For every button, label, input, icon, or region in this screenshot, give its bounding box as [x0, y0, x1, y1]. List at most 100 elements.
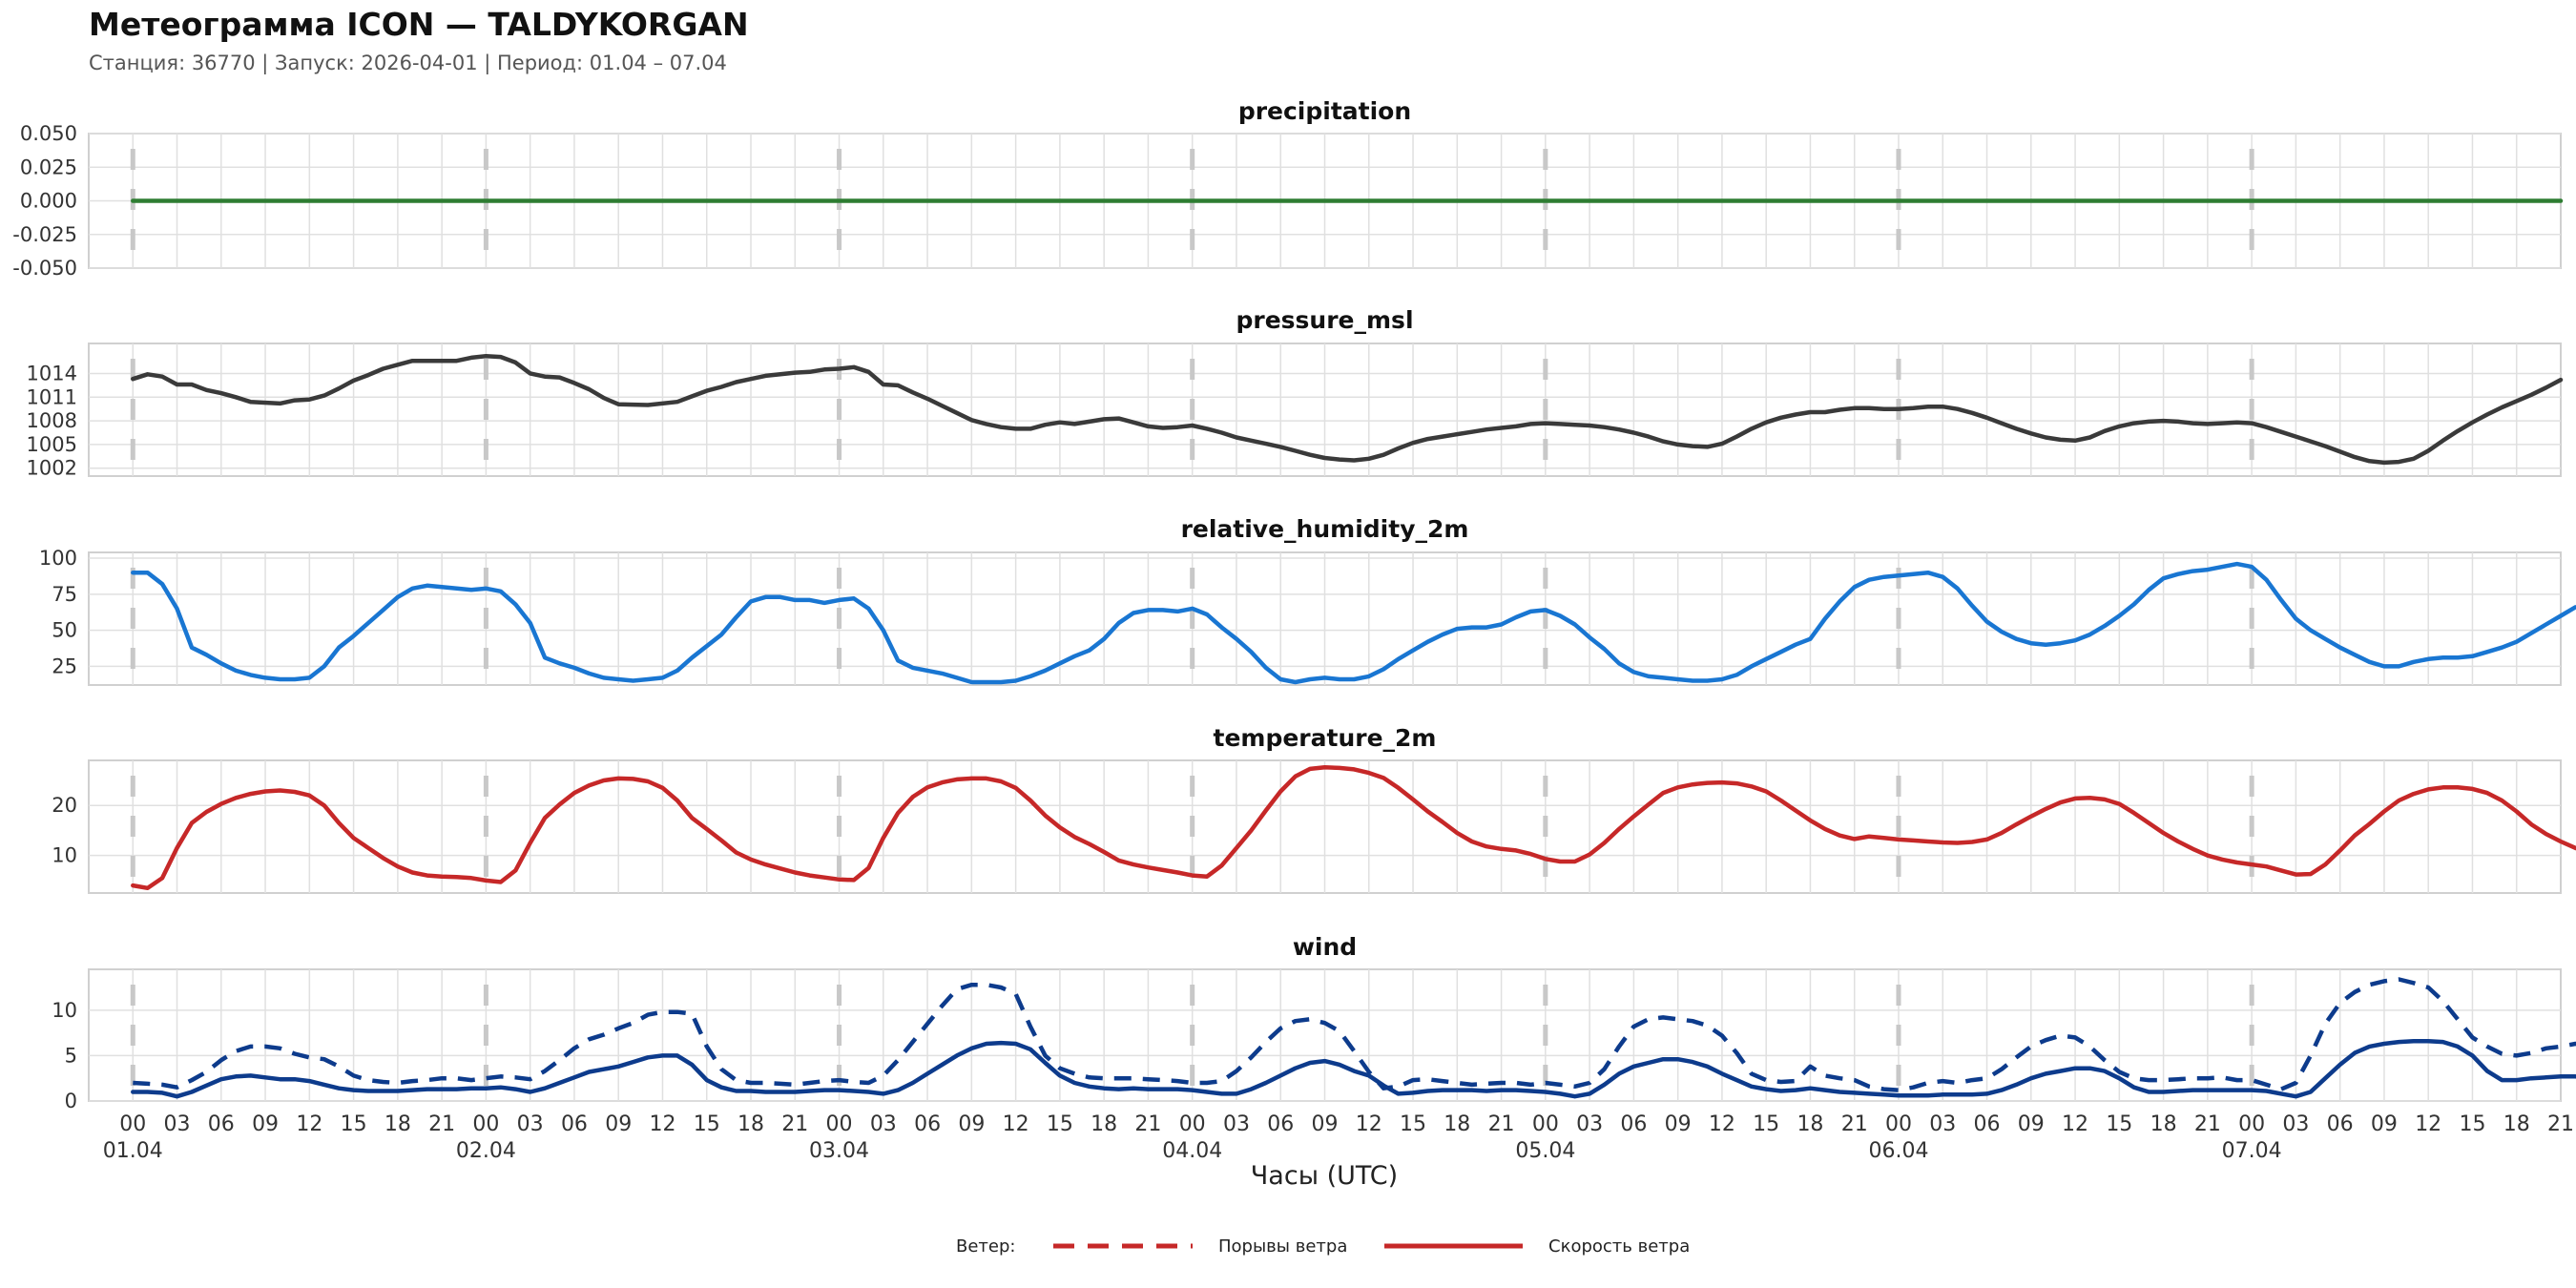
y-tick-label: 25 — [52, 654, 77, 677]
x-tick-date: 04.04 — [1162, 1139, 1222, 1163]
y-tick-label: -0.025 — [12, 223, 77, 246]
x-tick-hour: 15 — [1400, 1112, 1426, 1136]
x-tick-hour: 12 — [1356, 1112, 1382, 1136]
x-tick-hour: 15 — [1753, 1112, 1779, 1136]
x-tick-hour: 18 — [2150, 1112, 2177, 1136]
x-tick-hour: 03 — [1576, 1112, 1603, 1136]
y-tick-label: 0.050 — [20, 122, 77, 145]
x-tick-hour: 06 — [1267, 1112, 1294, 1136]
page-subtitle: Станция: 36770 | Запуск: 2026-04-01 | Пе… — [89, 52, 727, 74]
y-tick-label: -0.050 — [12, 257, 77, 280]
x-tick-hour: 21 — [781, 1112, 808, 1136]
series-line-humidity — [131, 561, 2576, 685]
x-tick-hour: 00 — [1179, 1112, 1206, 1136]
y-tick-label: 10 — [52, 999, 77, 1022]
panel-title: relative_humidity_2m — [1181, 515, 1469, 543]
x-tick-hour: 09 — [605, 1112, 632, 1136]
panel-title: precipitation — [1238, 97, 1411, 125]
y-tick-label: 1002 — [27, 457, 77, 480]
x-tick-hour: 03 — [1223, 1112, 1250, 1136]
x-tick-hour: 15 — [341, 1112, 367, 1136]
x-tick-hour: 12 — [649, 1112, 675, 1136]
x-tick-hour: 06 — [2327, 1112, 2354, 1136]
y-tick-label: 1008 — [27, 409, 77, 432]
panel-relative_humidity_2m: 100 75 50 25 relative_humidity_2m — [39, 515, 2576, 686]
x-tick-hour: 06 — [561, 1112, 588, 1136]
x-tick-hour: 03 — [1929, 1112, 1956, 1136]
panels-layer: 0.050 0.025 0.000 -0.025 -0.050 precipitation… — [12, 97, 2576, 1112]
x-tick-date: 02.04 — [456, 1139, 516, 1163]
x-tick-hour: 15 — [1047, 1112, 1073, 1136]
y-tick-label: 1014 — [27, 362, 77, 384]
x-tick-hour: 09 — [252, 1112, 279, 1136]
y-tick-label: 75 — [52, 583, 77, 606]
x-axis: 00 03 06 09 12 15 18 21 00 03 06 09 12 15 18 21 00 03 06 09… — [103, 1112, 2574, 1163]
x-tick-hour: 15 — [2459, 1112, 2485, 1136]
x-tick-hour: 00 — [2238, 1112, 2265, 1136]
x-tick-hour: 00 — [826, 1112, 853, 1136]
legend: Ветер: Порывы ветра Скорость ветра — [956, 1236, 1690, 1257]
x-tick-hour: 18 — [737, 1112, 764, 1136]
x-tick-hour: 21 — [1134, 1112, 1161, 1136]
y-tick-label: 20 — [52, 794, 77, 817]
x-tick-hour: 12 — [1003, 1112, 1029, 1136]
x-tick-hour: 09 — [958, 1112, 985, 1136]
x-tick-hour: 21 — [1488, 1112, 1515, 1136]
x-tick-hour: 09 — [1312, 1112, 1339, 1136]
x-tick-hour: 18 — [1091, 1112, 1117, 1136]
y-tick-label: 50 — [52, 619, 77, 642]
series-line-speed — [131, 1038, 2576, 1099]
panel-temperature_2m: 20 10 temperature_2m — [52, 724, 2576, 894]
panel-title: wind — [1293, 933, 1357, 961]
page-title: Метеограмма ICON — TALDYKORGAN — [89, 6, 749, 43]
legend-gust-label: Порывы ветра — [1218, 1236, 1347, 1257]
y-tick-label: 5 — [65, 1044, 77, 1067]
x-tick-hour: 18 — [1797, 1112, 1823, 1136]
x-tick-hour: 21 — [2547, 1112, 2574, 1136]
x-tick-hour: 03 — [870, 1112, 897, 1136]
legend-prefix: Ветер: — [956, 1236, 1015, 1257]
x-tick-hour: 09 — [2371, 1112, 2398, 1136]
x-tick-date: 06.04 — [1868, 1139, 1928, 1163]
panel-wind: 10 5 0 wind — [52, 933, 2576, 1112]
x-tick-hour: 00 — [1885, 1112, 1912, 1136]
x-tick-hour: 12 — [1709, 1112, 1735, 1136]
y-tick-label: 0.025 — [20, 156, 77, 178]
y-tick-label: 1011 — [27, 385, 77, 408]
y-tick-label: 1005 — [27, 433, 77, 456]
y-tick-label: 0.000 — [20, 190, 77, 213]
series-line-temperature — [131, 765, 2576, 891]
x-tick-hour: 00 — [472, 1112, 499, 1136]
series-line-pressure — [131, 353, 2564, 466]
x-tick-hour: 06 — [1620, 1112, 1647, 1136]
x-tick-date: 07.04 — [2222, 1139, 2282, 1163]
x-tick-hour: 09 — [2018, 1112, 2045, 1136]
x-tick-hour: 12 — [2062, 1112, 2088, 1136]
x-tick-hour: 00 — [1532, 1112, 1559, 1136]
legend-speed-label: Скорость ветра — [1548, 1236, 1690, 1257]
x-tick-date: 05.04 — [1515, 1139, 1575, 1163]
x-tick-hour: 15 — [694, 1112, 720, 1136]
x-tick-hour: 15 — [2106, 1112, 2132, 1136]
panel-title: temperature_2m — [1214, 724, 1437, 752]
x-tick-hour: 03 — [517, 1112, 544, 1136]
x-tick-hour: 03 — [164, 1112, 191, 1136]
x-tick-hour: 18 — [2503, 1112, 2530, 1136]
y-tick-label: 10 — [52, 844, 77, 867]
x-tick-hour: 00 — [119, 1112, 146, 1136]
panel-precipitation: 0.050 0.025 0.000 -0.025 -0.050 precipitation — [12, 97, 2564, 280]
x-tick-hour: 21 — [428, 1112, 455, 1136]
x-tick-hour: 06 — [208, 1112, 235, 1136]
x-tick-date: 03.04 — [809, 1139, 869, 1163]
y-tick-label: 0 — [65, 1090, 77, 1112]
x-tick-hour: 03 — [2282, 1112, 2309, 1136]
x-tick-hour: 12 — [296, 1112, 322, 1136]
y-tick-label: 100 — [39, 547, 77, 570]
panel-title: pressure_msl — [1236, 306, 1413, 334]
x-tick-date: 01.04 — [103, 1139, 163, 1163]
x-tick-hour: 12 — [2415, 1112, 2441, 1136]
x-tick-hour: 21 — [2194, 1112, 2221, 1136]
x-axis-label: Часы (UTC) — [1251, 1161, 1398, 1191]
